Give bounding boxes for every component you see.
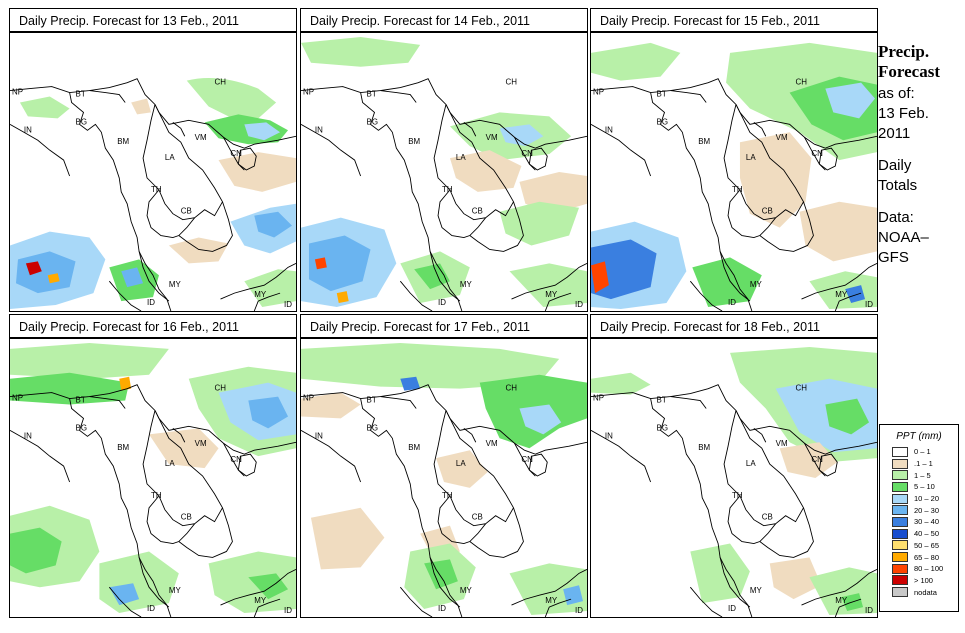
- legend-label: 65 – 80: [914, 552, 940, 562]
- data-source-1: NOAA–: [878, 229, 929, 246]
- legend-item: 30 – 40: [892, 516, 958, 528]
- precip-field: [10, 78, 296, 310]
- as-of-year: 2011: [878, 125, 911, 142]
- legend-label: 5 – 10: [914, 482, 935, 492]
- panel-title: Daily Precip. Forecast for 16 Feb., 2011: [9, 314, 297, 338]
- legend-swatch: [892, 493, 908, 504]
- legend-swatch: [892, 458, 908, 469]
- daily-label: Daily: [878, 157, 912, 174]
- legend-label: nodata: [914, 587, 937, 597]
- legend-item: 0 – 1: [892, 446, 958, 458]
- legend-swatch: [892, 528, 908, 539]
- legend-label: 40 – 50: [914, 529, 940, 539]
- panel-title: Daily Precip. Forecast for 18 Feb., 2011: [590, 314, 878, 338]
- legend-item: > 100: [892, 575, 958, 587]
- legend-label: 50 – 65: [914, 540, 940, 550]
- legend-label: 10 – 20: [914, 494, 940, 504]
- legend-item: .1 – 1: [892, 458, 958, 470]
- precip-field: [591, 42, 877, 310]
- legend-swatch: [892, 505, 908, 516]
- precip-map-feb18: [590, 338, 878, 618]
- precip-field: [10, 342, 296, 614]
- legend-item: 50 – 65: [892, 540, 958, 552]
- legend-swatch: [892, 481, 908, 492]
- legend-swatch: [892, 552, 908, 563]
- forecast-info: Precip. Forecast as of: 13 Feb. 2011 Dai…: [878, 42, 963, 268]
- legend-swatch: [892, 563, 908, 574]
- precip-field: [301, 36, 587, 308]
- legend-item: 20 – 30: [892, 504, 958, 516]
- precip-map-feb14: [300, 32, 588, 312]
- legend-label: > 100: [914, 575, 933, 585]
- panel-title: Daily Precip. Forecast for 14 Feb., 2011: [300, 8, 588, 32]
- legend-label: 30 – 40: [914, 517, 940, 527]
- legend-label: 0 – 1: [914, 447, 931, 457]
- precip-field: [591, 346, 877, 616]
- legend-label: .1 – 1: [914, 459, 933, 469]
- legend-item: 5 – 10: [892, 481, 958, 493]
- heading-forecast: Forecast: [878, 62, 940, 81]
- data-source-2: GFS: [878, 249, 909, 266]
- legend-item: 10 – 20: [892, 493, 958, 505]
- precip-field: [301, 342, 587, 616]
- legend-swatch: [892, 470, 908, 481]
- panel-title: Daily Precip. Forecast for 13 Feb., 2011: [9, 8, 297, 32]
- legend-swatch: [892, 587, 908, 598]
- panel-title: Daily Precip. Forecast for 15 Feb., 2011: [590, 8, 878, 32]
- legend-title: PPT (mm): [896, 431, 942, 442]
- legend-item: nodata: [892, 586, 958, 598]
- precip-map-feb13: [9, 32, 297, 312]
- heading-precip: Precip.: [878, 42, 930, 61]
- as-of-date: 13 Feb.: [878, 105, 929, 122]
- legend-item: 40 – 50: [892, 528, 958, 540]
- as-of-label: as of:: [878, 85, 915, 102]
- legend-item: 1 – 5: [892, 469, 958, 481]
- legend-item: 65 – 80: [892, 551, 958, 563]
- legend-swatch: [892, 575, 908, 586]
- legend-swatch: [892, 540, 908, 551]
- legend-item: 80 – 100: [892, 563, 958, 575]
- legend-label: 80 – 100: [914, 564, 944, 574]
- legend-label: 1 – 5: [914, 470, 931, 480]
- precip-map-feb17: [300, 338, 588, 618]
- data-label: Data:: [878, 209, 914, 226]
- legend-label: 20 – 30: [914, 505, 940, 515]
- legend-swatch: [892, 516, 908, 527]
- legend-swatch: [892, 446, 908, 457]
- precip-map-feb16: [9, 338, 297, 618]
- totals-label: Totals: [878, 177, 918, 194]
- precip-map-feb15: [590, 32, 878, 312]
- panel-title: Daily Precip. Forecast for 17 Feb., 2011: [300, 314, 588, 338]
